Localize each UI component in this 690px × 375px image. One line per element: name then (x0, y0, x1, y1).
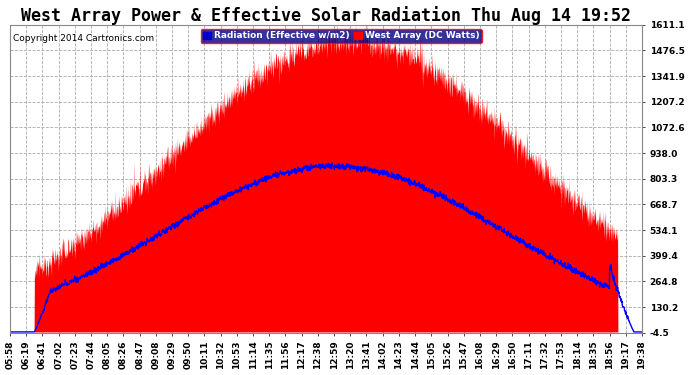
Text: Copyright 2014 Cartronics.com: Copyright 2014 Cartronics.com (13, 34, 155, 43)
Title: West Array Power & Effective Solar Radiation Thu Aug 14 19:52: West Array Power & Effective Solar Radia… (21, 6, 631, 24)
Legend: Radiation (Effective w/m2), West Array (DC Watts): Radiation (Effective w/m2), West Array (… (201, 29, 482, 43)
